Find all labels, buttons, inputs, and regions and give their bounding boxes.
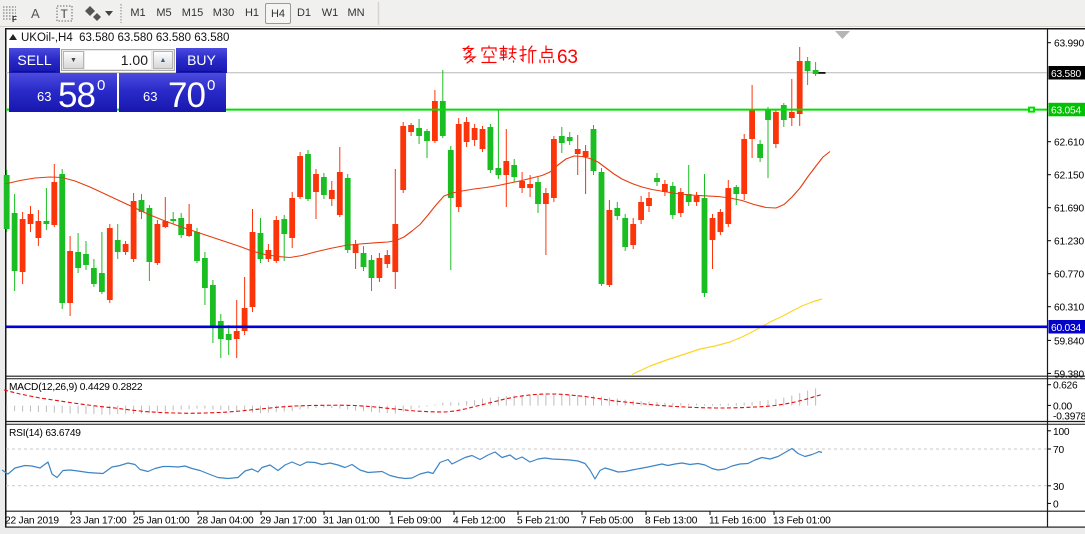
svg-text:0.626: 0.626: [1053, 381, 1078, 392]
svg-text:59.380: 59.380: [1054, 369, 1084, 380]
svg-text:62.150: 62.150: [1054, 171, 1084, 182]
svg-text:70: 70: [1053, 445, 1064, 456]
svg-text:23 Jan 17:00: 23 Jan 17:00: [70, 516, 127, 527]
svg-text:5 Feb 21:00: 5 Feb 21:00: [517, 516, 570, 527]
svg-text:30: 30: [1053, 482, 1064, 493]
svg-text:63.990: 63.990: [1054, 39, 1084, 50]
svg-text:7 Feb 05:00: 7 Feb 05:00: [581, 516, 634, 527]
svg-text:1 Feb 09:00: 1 Feb 09:00: [389, 516, 442, 527]
svg-text:63: 63: [557, 47, 578, 68]
svg-text:22 Jan 2019: 22 Jan 2019: [5, 516, 59, 527]
svg-text:4 Feb 12:00: 4 Feb 12:00: [453, 516, 506, 527]
svg-text:60.770: 60.770: [1054, 270, 1084, 281]
svg-text:61.230: 61.230: [1054, 237, 1084, 248]
svg-text:MACD(12,26,9) 0.4429 0.2822: MACD(12,26,9) 0.4429 0.2822: [9, 382, 143, 393]
svg-text:11 Feb 16:00: 11 Feb 16:00: [709, 516, 766, 527]
svg-text:63.054: 63.054: [1051, 106, 1081, 117]
svg-text:28 Jan 04:00: 28 Jan 04:00: [197, 516, 254, 527]
svg-text:61.690: 61.690: [1054, 204, 1084, 215]
svg-text:F: F: [12, 15, 17, 24]
svg-text:13 Feb 01:00: 13 Feb 01:00: [773, 516, 831, 527]
svg-text:60.034: 60.034: [1051, 323, 1081, 334]
svg-text:8 Feb 13:00: 8 Feb 13:00: [645, 516, 698, 527]
svg-text:31 Jan 01:00: 31 Jan 01:00: [323, 516, 380, 527]
svg-text:59.840: 59.840: [1054, 336, 1084, 347]
svg-text:0.00: 0.00: [1053, 401, 1073, 412]
svg-text:25 Jan 01:00: 25 Jan 01:00: [133, 516, 190, 527]
svg-text:T: T: [61, 7, 69, 21]
svg-text:100: 100: [1053, 427, 1070, 438]
svg-text:60.310: 60.310: [1054, 303, 1084, 314]
svg-text:29 Jan 17:00: 29 Jan 17:00: [260, 516, 317, 527]
svg-text:63.580: 63.580: [1051, 69, 1081, 80]
svg-text:-0.3978: -0.3978: [1053, 411, 1085, 422]
svg-text:62.610: 62.610: [1054, 138, 1084, 149]
svg-text:A: A: [31, 6, 40, 21]
svg-text:RSI(14) 63.6749: RSI(14) 63.6749: [9, 428, 81, 439]
svg-text:0: 0: [1053, 499, 1059, 510]
